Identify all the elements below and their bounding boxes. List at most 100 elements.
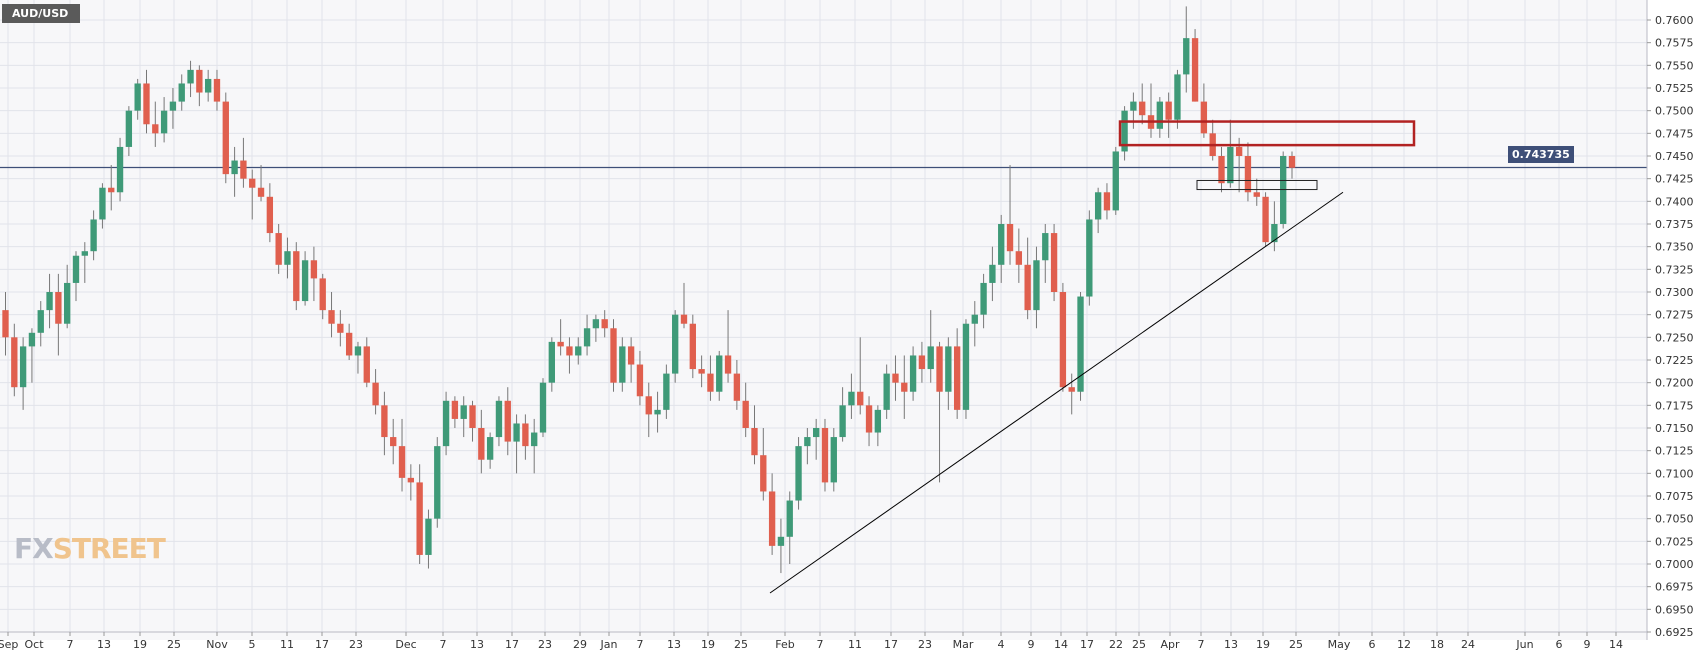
candle-body — [28, 332, 36, 347]
candle-body — [918, 355, 926, 370]
candle-body — [557, 341, 564, 347]
y-tick-label: 0.7250 — [1655, 331, 1694, 344]
x-tick-label: Jun — [1515, 638, 1533, 651]
x-tick-label: 6 — [1369, 638, 1376, 651]
candle-body — [381, 405, 388, 438]
candle — [689, 314, 696, 379]
candle-body — [460, 405, 467, 419]
candle-body — [531, 432, 538, 447]
candle — [575, 337, 582, 365]
candle-body — [284, 251, 291, 265]
x-tick-label: 7 — [1198, 638, 1205, 651]
candle — [1174, 69, 1181, 129]
candle — [240, 137, 247, 188]
x-tick-label: 25 — [1132, 638, 1146, 651]
candle-body — [795, 446, 802, 501]
candle-body — [707, 373, 714, 392]
candle — [1094, 187, 1102, 234]
candle — [627, 337, 635, 383]
y-tick-label: 0.6925 — [1655, 626, 1694, 639]
candle — [936, 341, 943, 483]
candle — [645, 382, 652, 438]
symbol-badge[interactable]: AUD/USD — [2, 4, 81, 23]
candle-body — [55, 292, 62, 324]
candle — [11, 323, 18, 397]
candle-body — [812, 428, 820, 438]
candle-body — [936, 346, 943, 392]
candle-body — [37, 310, 44, 333]
candle-body — [257, 187, 265, 197]
candle-body — [522, 423, 529, 447]
candle — [548, 337, 555, 392]
candle-body — [583, 328, 591, 347]
candle — [178, 74, 185, 111]
candle-body — [222, 101, 229, 175]
candle-body — [99, 187, 106, 220]
x-tick-label: Dec — [395, 638, 416, 651]
candle-body — [337, 323, 344, 333]
candle-body — [654, 409, 661, 415]
candle-body — [610, 328, 617, 383]
candle-body — [786, 500, 793, 537]
time-axis[interactable]: Sep Oct 7 13 19 25 Nov 5 11 17 23 Dec 7 13 17 23 29 Jan 7 1… — [0, 632, 1623, 651]
candle — [187, 60, 194, 98]
candle-body — [301, 260, 309, 302]
candle-body — [1050, 233, 1058, 292]
candle — [1253, 178, 1260, 206]
candle — [909, 346, 917, 401]
x-tick-label: 25 — [167, 638, 181, 651]
candle — [768, 473, 776, 555]
y-tick-label: 0.7000 — [1655, 558, 1694, 571]
candle-body — [1042, 233, 1049, 261]
candle — [1183, 6, 1190, 93]
candle-body — [160, 110, 168, 134]
candle-body — [310, 260, 318, 279]
candle — [1006, 165, 1014, 265]
candle-body — [425, 518, 432, 555]
candle — [275, 224, 282, 274]
candle-body — [1262, 196, 1269, 243]
candle-body — [566, 346, 573, 356]
candle — [583, 314, 591, 356]
candle — [945, 337, 952, 410]
candle — [839, 387, 846, 442]
candle-body — [857, 391, 864, 406]
candle — [1262, 192, 1269, 247]
candle-body — [962, 323, 970, 410]
candle — [99, 183, 106, 229]
candle — [883, 364, 890, 419]
x-tick-label: 11 — [280, 638, 294, 651]
price-axis[interactable]: 0.7600 0.7575 0.7550 0.7525 0.7500 0.7475 0.74… — [1647, 14, 1694, 639]
x-tick-label: 5 — [249, 638, 256, 651]
candle — [751, 405, 758, 465]
candle-body — [1024, 264, 1031, 311]
candle-body — [1094, 192, 1102, 220]
candle — [319, 273, 326, 320]
x-tick-label: 13 — [97, 638, 111, 651]
candle-body — [90, 219, 97, 252]
candle-body — [169, 101, 177, 111]
y-tick-label: 0.7350 — [1655, 241, 1694, 254]
candle-body — [469, 405, 476, 428]
candle — [152, 101, 159, 147]
candle — [134, 78, 141, 120]
candle — [733, 360, 741, 410]
candle — [372, 369, 379, 415]
candle — [81, 242, 88, 283]
candle-body — [1086, 219, 1093, 297]
candle — [592, 314, 600, 342]
candle — [1068, 373, 1075, 415]
candle — [698, 355, 705, 388]
candle — [522, 414, 529, 460]
candle-body — [319, 278, 326, 311]
x-tick-label: 23 — [918, 638, 932, 651]
ascending-trendline — [769, 191, 1344, 594]
candle — [821, 418, 829, 492]
candle-body — [328, 310, 335, 324]
candle-body — [390, 437, 397, 447]
x-tick-label: 17 — [1080, 638, 1094, 651]
candle-body — [451, 400, 459, 419]
x-tick-label: 13 — [1224, 638, 1238, 651]
x-tick-label: Feb — [775, 638, 794, 651]
candle-body — [865, 405, 873, 433]
